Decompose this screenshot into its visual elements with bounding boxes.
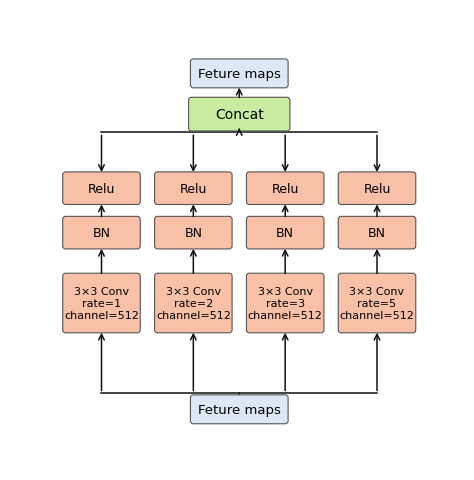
Text: Feture maps: Feture maps [198,68,281,81]
Text: BN: BN [276,227,294,240]
Text: Concat: Concat [215,108,264,122]
FancyBboxPatch shape [191,60,288,89]
FancyBboxPatch shape [246,274,324,333]
Text: BN: BN [368,227,386,240]
Text: Relu: Relu [363,182,391,195]
Text: 3×3 Conv
rate=5
channel=512: 3×3 Conv rate=5 channel=512 [339,286,414,321]
Text: BN: BN [92,227,110,240]
Text: 3×3 Conv
rate=2
channel=512: 3×3 Conv rate=2 channel=512 [156,286,231,321]
Text: 3×3 Conv
rate=1
channel=512: 3×3 Conv rate=1 channel=512 [64,286,139,321]
FancyBboxPatch shape [155,274,232,333]
FancyBboxPatch shape [338,217,416,250]
Text: 3×3 Conv
rate=3
channel=512: 3×3 Conv rate=3 channel=512 [248,286,323,321]
FancyBboxPatch shape [189,98,290,132]
FancyBboxPatch shape [338,274,416,333]
FancyBboxPatch shape [155,172,232,205]
Text: BN: BN [184,227,202,240]
FancyBboxPatch shape [155,217,232,250]
FancyBboxPatch shape [246,217,324,250]
Text: Relu: Relu [88,182,115,195]
Text: Feture maps: Feture maps [198,403,281,416]
FancyBboxPatch shape [63,217,140,250]
Text: Relu: Relu [180,182,207,195]
FancyBboxPatch shape [338,172,416,205]
FancyBboxPatch shape [63,274,140,333]
FancyBboxPatch shape [246,172,324,205]
FancyBboxPatch shape [191,395,288,424]
FancyBboxPatch shape [63,172,140,205]
Text: Relu: Relu [272,182,299,195]
